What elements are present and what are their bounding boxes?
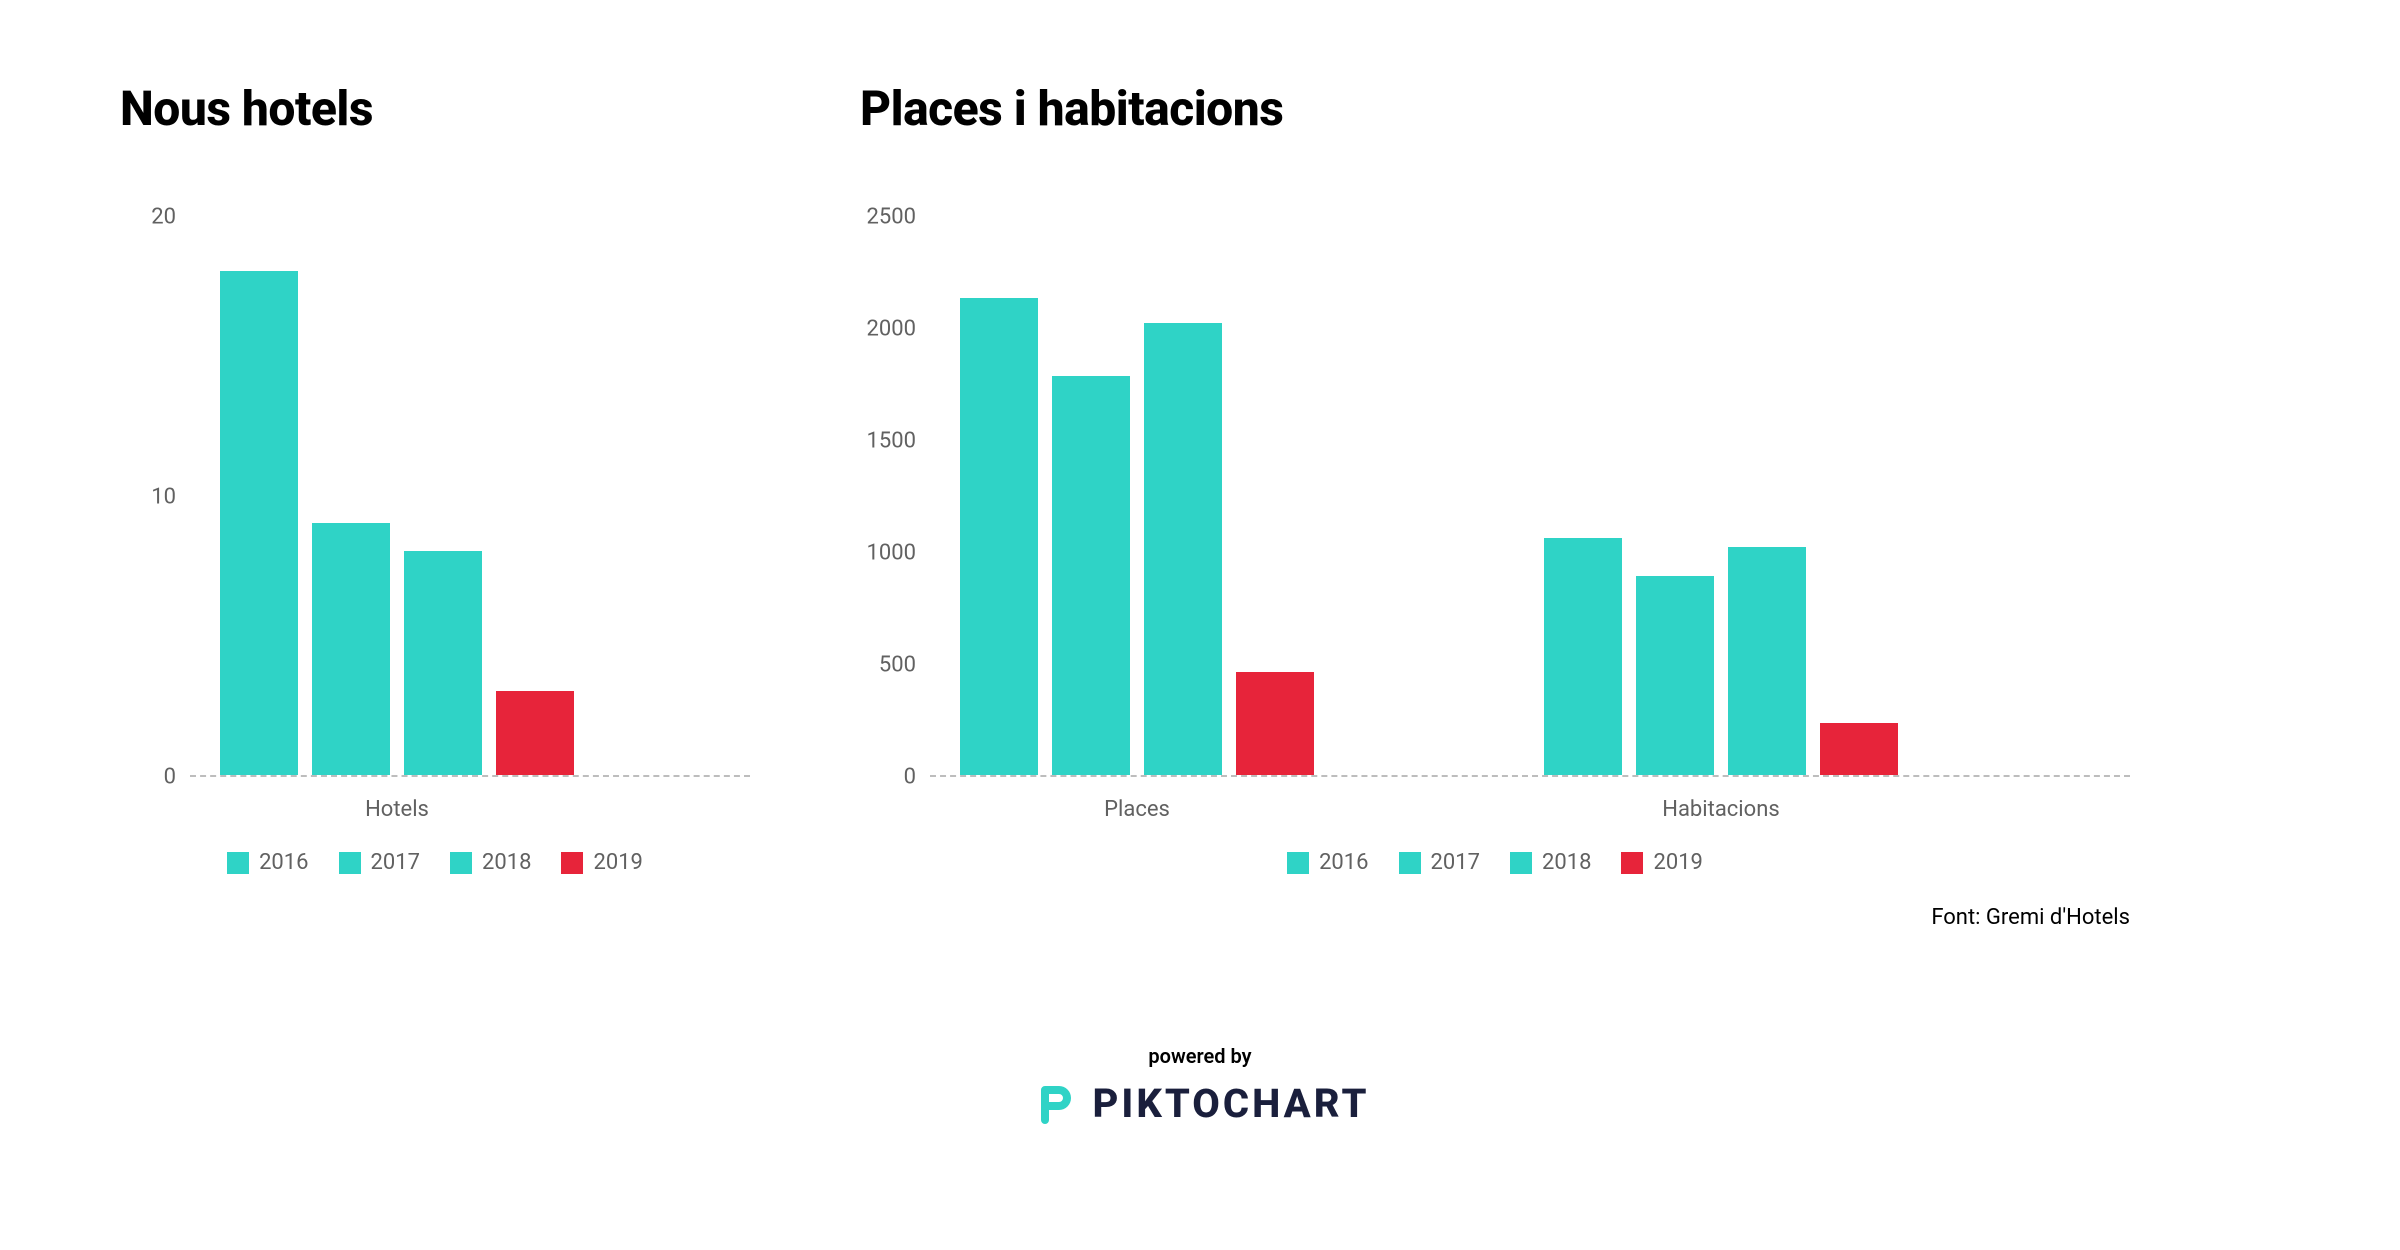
chart-right-y-axis: 05001000150020002500 (860, 217, 930, 777)
footer: powered by PIKTOCHART (0, 1044, 2400, 1131)
piktochart-logo-icon (1031, 1080, 1077, 1126)
chart-left-plot-wrap: 01020 (120, 217, 750, 777)
chart-nous-hotels: Nous hotels 01020 Hotels 201620172018201… (120, 80, 750, 875)
bar (1636, 576, 1714, 775)
legend-swatch (561, 852, 583, 874)
bar (1144, 323, 1222, 775)
y-tick: 0 (904, 765, 916, 790)
source-note: Font: Gremi d'Hotels (860, 905, 2130, 930)
legend-swatch (1287, 852, 1309, 874)
legend-label: 2018 (1542, 850, 1591, 875)
bar (1236, 672, 1314, 775)
x-label: Hotels (190, 797, 604, 822)
x-label: Places (930, 797, 1344, 822)
bar (1728, 547, 1806, 775)
chart-left-x-labels: Hotels (190, 797, 750, 822)
bar (1052, 376, 1130, 775)
bar (312, 523, 390, 775)
bar (404, 551, 482, 775)
y-tick: 1500 (867, 429, 916, 454)
chart-right-plot-wrap: 05001000150020002500 (860, 217, 2130, 777)
legend-swatch (227, 852, 249, 874)
legend-item: 2019 (561, 850, 642, 875)
bar (1544, 538, 1622, 775)
legend-label: 2019 (593, 850, 642, 875)
legend-item: 2016 (227, 850, 308, 875)
legend-item: 2019 (1621, 850, 1702, 875)
legend-item: 2017 (339, 850, 420, 875)
legend-label: 2016 (259, 850, 308, 875)
x-label: Habitacions (1514, 797, 1928, 822)
legend-swatch (1510, 852, 1532, 874)
bar (220, 271, 298, 775)
legend-label: 2017 (1431, 850, 1480, 875)
legend-label: 2018 (482, 850, 531, 875)
legend-item: 2016 (1287, 850, 1368, 875)
y-tick: 10 (151, 485, 176, 510)
chart-right-plot-area (930, 217, 2130, 777)
y-tick: 1000 (867, 541, 916, 566)
chart-right-title: Places i habitacions (860, 80, 2130, 137)
chart-places-habitacions: Places i habitacions 0 500 1000 1500 2000 250… (860, 80, 2130, 930)
bar (496, 691, 574, 775)
legend-label: 2017 (371, 850, 420, 875)
chart-right-legend: 2016 2017 2018 2019 (860, 850, 2130, 875)
bar-group (190, 271, 604, 775)
bar-group (1514, 538, 1928, 775)
y-tick: 500 (879, 653, 916, 678)
y-tick: 20 (151, 205, 176, 230)
legend-swatch (450, 852, 472, 874)
powered-by-label: powered by (0, 1044, 2400, 1068)
legend-item: 2018 (1510, 850, 1591, 875)
y-tick: 2500 (867, 205, 916, 230)
bar-group (930, 298, 1344, 775)
charts-row: Nous hotels 01020 Hotels 201620172018201… (120, 80, 2280, 930)
brand: PIKTOCHART (1031, 1080, 1370, 1127)
page: Nous hotels 01020 Hotels 201620172018201… (0, 0, 2400, 1250)
chart-left-title: Nous hotels (120, 80, 750, 137)
legend-item: 2017 (1399, 850, 1480, 875)
y-tick: 0 (164, 765, 176, 790)
bar (960, 298, 1038, 775)
chart-left-plot-area (190, 217, 750, 777)
chart-right-x-labels: Places Habitacions (930, 797, 2130, 822)
y-tick: 2000 (867, 317, 916, 342)
brand-name: PIKTOCHART (1093, 1080, 1370, 1127)
legend-label: 2016 (1319, 850, 1368, 875)
bar (1820, 723, 1898, 775)
legend-swatch (1621, 852, 1643, 874)
legend-swatch (339, 852, 361, 874)
legend-label: 2019 (1653, 850, 1702, 875)
legend-item: 2018 (450, 850, 531, 875)
legend-swatch (1399, 852, 1421, 874)
chart-left-legend: 2016 2017 2018 2019 (120, 850, 750, 875)
chart-left-y-axis: 01020 (120, 217, 190, 777)
